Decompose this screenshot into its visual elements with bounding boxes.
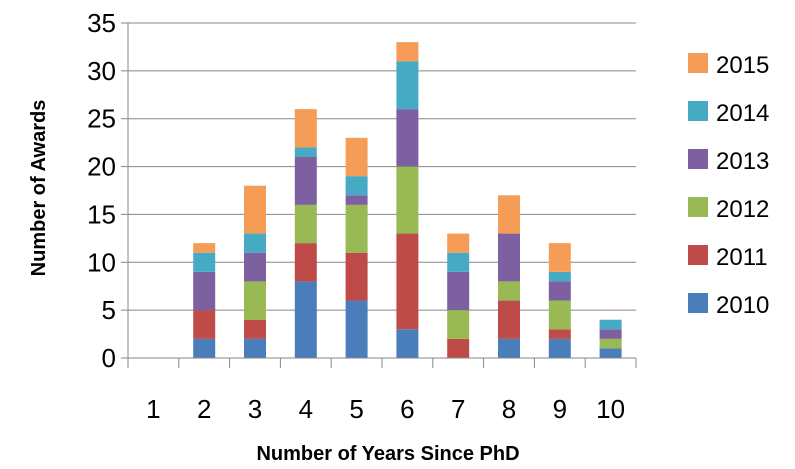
x-tick-label: 5 [349, 394, 363, 424]
bar-segment [244, 252, 266, 282]
legend-swatch [688, 197, 708, 217]
bar-segment [599, 329, 622, 339]
bar-segment [548, 281, 571, 301]
bar-segment [193, 252, 216, 272]
y-tick-label: 25 [87, 104, 116, 134]
bar-segment [498, 300, 520, 339]
bar-segment [447, 252, 470, 272]
bar-segment [294, 109, 317, 148]
bar-segment [345, 195, 368, 205]
legend-label: 2014 [716, 100, 769, 127]
bar-segment [548, 300, 571, 330]
bar-segment [244, 185, 266, 234]
bar-segment [548, 271, 571, 282]
x-tick-label: 8 [502, 394, 516, 424]
bar-segment [548, 338, 571, 358]
bar-segment [294, 147, 317, 157]
bar-segment [345, 204, 368, 253]
legend-label: 2011 [716, 244, 768, 271]
bar-segment [396, 42, 419, 62]
bar-segment [396, 61, 419, 110]
bar-segment [498, 281, 520, 301]
bar-segment [396, 233, 419, 330]
bar-segment [193, 310, 216, 339]
y-tick-labels: 0 5 10 15 20 25 30 35 [87, 8, 116, 373]
bar-segment [548, 243, 571, 272]
bar-segment [447, 338, 470, 358]
legend-label: 2013 [716, 148, 769, 175]
bar-segment [345, 137, 368, 177]
x-tick-label: 10 [596, 394, 625, 424]
bar-segment [345, 176, 368, 196]
y-axis-title: Number of Awards [28, 100, 50, 277]
bar-segment [599, 338, 622, 349]
bar-segment [294, 157, 317, 205]
bar-segment [498, 338, 520, 358]
bar-segment [396, 329, 419, 358]
bar-segment [447, 233, 470, 253]
bar-segment [193, 243, 216, 253]
bar-segment [244, 233, 266, 253]
legend-label: 2015 [716, 52, 769, 79]
y-tick-label: 20 [87, 152, 116, 182]
x-tick-label: 1 [146, 394, 160, 424]
bar-segment [244, 281, 266, 320]
bar-segment [498, 233, 520, 282]
legend-swatch [688, 149, 708, 169]
x-tick-labels: 1 2 3 4 5 6 7 8 9 10 [146, 394, 625, 424]
x-tick-label: 6 [400, 394, 414, 424]
x-tick-label: 3 [248, 394, 262, 424]
legend: 2015 2014 2013 2012 2011 2010 [688, 52, 769, 319]
bar-segment [599, 348, 622, 358]
x-tick-label: 2 [197, 394, 211, 424]
bar-segment [548, 329, 571, 339]
legend-swatch [688, 101, 708, 121]
bar-segment [244, 338, 266, 358]
bar-segment [599, 319, 622, 330]
bar-segment [396, 166, 419, 234]
bar-segment [345, 300, 368, 358]
legend-swatch [688, 293, 708, 313]
bar-segment [294, 204, 317, 244]
legend-swatch [688, 53, 708, 73]
bar-segment [396, 109, 419, 167]
bar-segment [193, 338, 216, 358]
y-tick-label: 5 [102, 295, 116, 325]
legend-swatch [688, 245, 708, 265]
x-tick-label: 9 [553, 394, 567, 424]
y-tick-label: 30 [87, 56, 116, 86]
y-tick-label: 10 [87, 247, 116, 277]
bars [193, 42, 622, 358]
x-tick-label: 4 [299, 394, 313, 424]
x-axis-title: Number of Years Since PhD [256, 443, 519, 465]
axes [127, 23, 637, 368]
bar-segment [193, 271, 216, 311]
bar-segment [294, 243, 317, 282]
y-tick-label: 35 [87, 8, 116, 38]
bar-segment [345, 252, 368, 301]
y-tick-label: 0 [102, 343, 116, 373]
y-tick-label: 15 [87, 199, 116, 229]
legend-label: 2010 [716, 292, 769, 319]
bar-segment [244, 319, 266, 339]
bar-segment [447, 310, 470, 339]
x-tick-label: 7 [451, 394, 465, 424]
bar-segment [294, 281, 317, 358]
legend-label: 2012 [716, 196, 769, 223]
bar-segment [447, 271, 470, 311]
bar-segment [498, 195, 520, 234]
